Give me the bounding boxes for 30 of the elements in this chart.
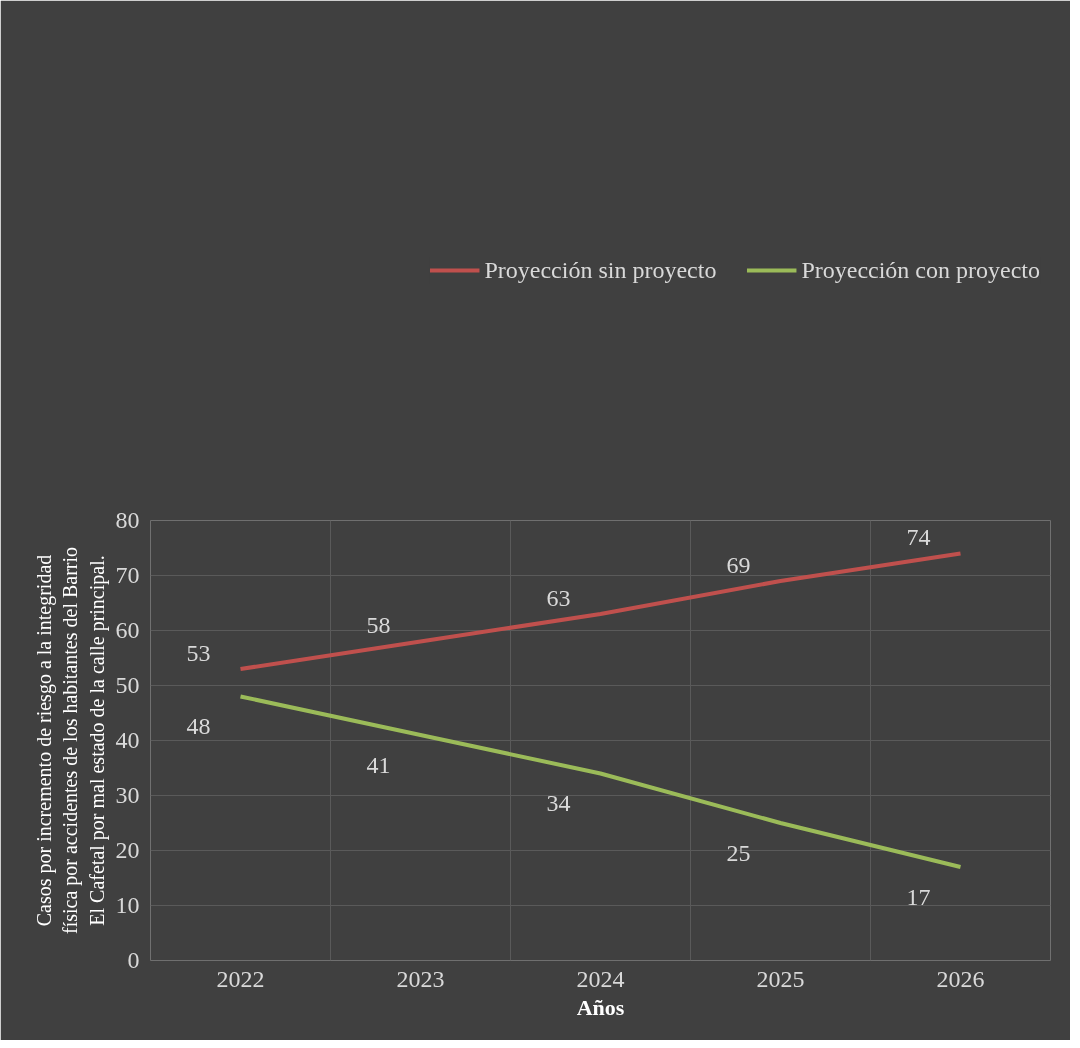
x-tick-label: 2026 [936,965,985,992]
line-series [238,694,963,869]
data-label: 69 [726,551,751,578]
y-tick-label: 0 [127,947,140,973]
y-tick-label: 50 [115,672,140,698]
x-tick-label: 2022 [216,965,265,992]
y-tick-label: 40 [115,727,140,753]
x-tick-label: 2023 [396,965,445,992]
legend-label: Proyección con proyecto [801,256,1040,284]
y-tick-label: 80 [115,507,140,533]
data-label: 74 [906,524,931,550]
x-axis-title: Años [576,994,625,1020]
y-tick-label: 70 [115,562,140,588]
data-label: 53 [186,639,211,666]
data-label: 63 [546,584,571,611]
data-label: 48 [186,713,211,739]
x-tick-label: 2025 [756,965,805,992]
data-label: 17 [906,883,931,910]
y-tick-label: 60 [115,617,140,643]
data-label: 34 [546,790,571,816]
data-label: 25 [726,839,751,866]
line-series [238,551,963,671]
y-tick-label: 10 [115,892,140,918]
x-tick-label: 2024 [576,965,625,992]
y-tick-label: 20 [115,837,140,863]
y-axis-title: Casos por incremento de riesgo a la integridad física por accidentes de los habitantes del Barrio El Cafetal por mal estado de la calle principal. [32,546,109,935]
legend-label: Proyección sin proyecto [484,256,717,284]
y-tick-label: 30 [115,782,140,808]
data-label: 41 [366,751,391,778]
data-label: 58 [366,612,391,638]
